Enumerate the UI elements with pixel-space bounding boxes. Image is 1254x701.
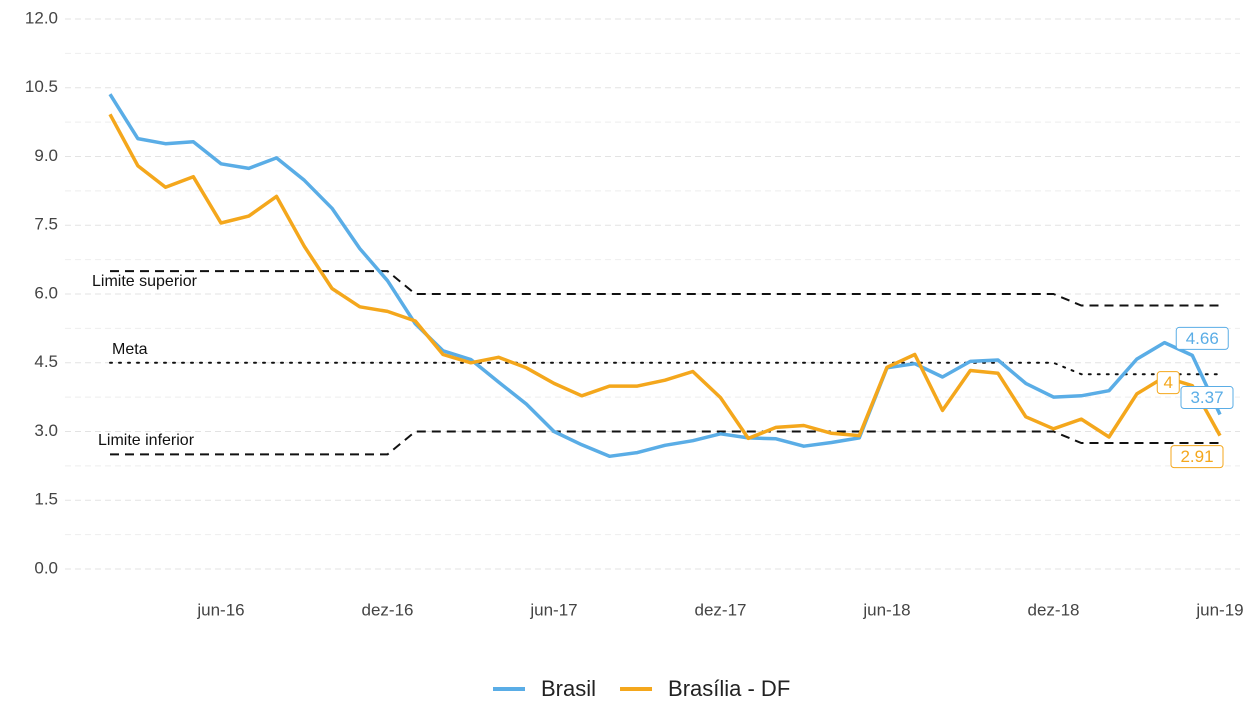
reference-label: Limite inferior [98,432,195,449]
value-label: 4.66 [1186,329,1219,348]
reference-line [110,270,1220,307]
x-tick-label: dez-16 [362,600,414,619]
y-tick-label: 0.0 [34,558,58,577]
series-line [108,93,1222,459]
value-label-box [1180,386,1234,410]
x-tick-label: dez-17 [695,600,747,619]
x-tick-label: jun-19 [1195,600,1243,619]
y-tick-label: 12.0 [25,8,58,27]
y-tick-label: 4.5 [34,352,58,371]
value-label-box [1175,326,1229,350]
reference-line [110,430,1220,456]
value-label-box [1156,371,1180,395]
x-tick-label: jun-16 [196,600,244,619]
value-label: 2.91 [1180,447,1213,466]
series-line [108,113,1222,441]
y-tick-label: 9.0 [34,146,58,165]
legend-label: Brasília - DF [668,676,790,701]
reference-label: Meta [112,341,148,358]
y-tick-label: 1.5 [34,490,58,509]
value-label-box [1170,445,1224,469]
y-tick-label: 10.5 [25,77,58,96]
reference-line [109,361,1221,376]
x-tick-label: jun-18 [862,600,910,619]
x-tick-label: dez-18 [1028,600,1080,619]
value-label: 3.37 [1190,388,1223,407]
reference-label: Limite superior [92,273,198,290]
x-tick-label: jun-17 [529,600,577,619]
y-tick-label: 7.5 [34,215,58,234]
legend-label: Brasil [541,676,596,701]
value-label: 4 [1164,373,1173,392]
y-tick-label: 3.0 [34,421,58,440]
y-tick-label: 6.0 [34,283,58,302]
